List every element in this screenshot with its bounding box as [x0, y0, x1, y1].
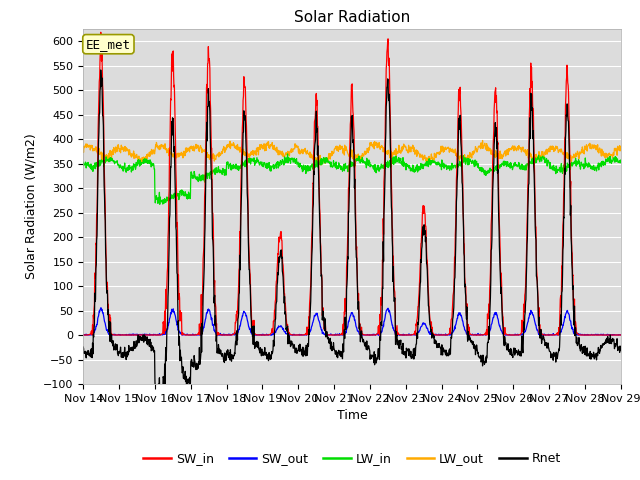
- LW_in: [79, 159, 87, 165]
- Rnet: [97, 67, 104, 73]
- Rnet: [617, 348, 625, 353]
- LW_out: [506, 145, 514, 151]
- LW_out: [259, 146, 267, 152]
- SW_in: [187, 332, 195, 338]
- Line: SW_out: SW_out: [83, 308, 621, 335]
- SW_out: [80, 332, 88, 338]
- Line: LW_out: LW_out: [83, 141, 621, 167]
- LW_in: [436, 163, 444, 169]
- Line: SW_in: SW_in: [83, 32, 621, 335]
- Rnet: [554, 353, 561, 359]
- LW_in: [554, 167, 561, 172]
- Y-axis label: Solar Radiation (W/m2): Solar Radiation (W/m2): [24, 133, 38, 279]
- SW_out: [554, 332, 561, 338]
- Line: LW_in: LW_in: [83, 154, 621, 204]
- SW_in: [506, 332, 514, 338]
- SW_in: [436, 332, 444, 338]
- LW_in: [284, 151, 291, 157]
- LW_out: [186, 149, 193, 155]
- Rnet: [187, 380, 195, 386]
- SW_in: [260, 332, 268, 338]
- LW_out: [199, 147, 207, 153]
- SW_out: [187, 332, 195, 338]
- LW_in: [506, 165, 514, 171]
- SW_out: [617, 332, 625, 338]
- Line: Rnet: Rnet: [83, 70, 621, 395]
- SW_out: [79, 332, 87, 338]
- SW_in: [97, 29, 104, 35]
- LW_out: [554, 146, 561, 152]
- SW_out: [97, 305, 104, 311]
- LW_out: [314, 164, 322, 169]
- Rnet: [156, 392, 164, 398]
- SW_in: [200, 251, 207, 256]
- LW_in: [617, 160, 625, 166]
- SW_in: [554, 332, 561, 338]
- Rnet: [436, 344, 444, 350]
- X-axis label: Time: Time: [337, 409, 367, 422]
- SW_in: [79, 332, 87, 338]
- Rnet: [200, 286, 207, 291]
- LW_out: [617, 144, 625, 150]
- LW_in: [259, 164, 267, 169]
- LW_out: [436, 149, 444, 155]
- SW_out: [506, 332, 514, 338]
- SW_out: [260, 332, 268, 338]
- SW_out: [200, 324, 207, 330]
- Rnet: [260, 352, 268, 358]
- LW_in: [186, 196, 194, 202]
- LW_out: [479, 138, 486, 144]
- SW_in: [617, 332, 625, 338]
- LW_in: [156, 202, 164, 207]
- LW_in: [199, 177, 207, 183]
- Rnet: [506, 352, 514, 358]
- SW_out: [436, 332, 444, 338]
- LW_out: [79, 147, 87, 153]
- SW_in: [88, 332, 95, 338]
- Legend: SW_in, SW_out, LW_in, LW_out, Rnet: SW_in, SW_out, LW_in, LW_out, Rnet: [138, 447, 566, 470]
- Text: EE_met: EE_met: [86, 37, 131, 51]
- Rnet: [79, 344, 87, 350]
- Title: Solar Radiation: Solar Radiation: [294, 10, 410, 25]
